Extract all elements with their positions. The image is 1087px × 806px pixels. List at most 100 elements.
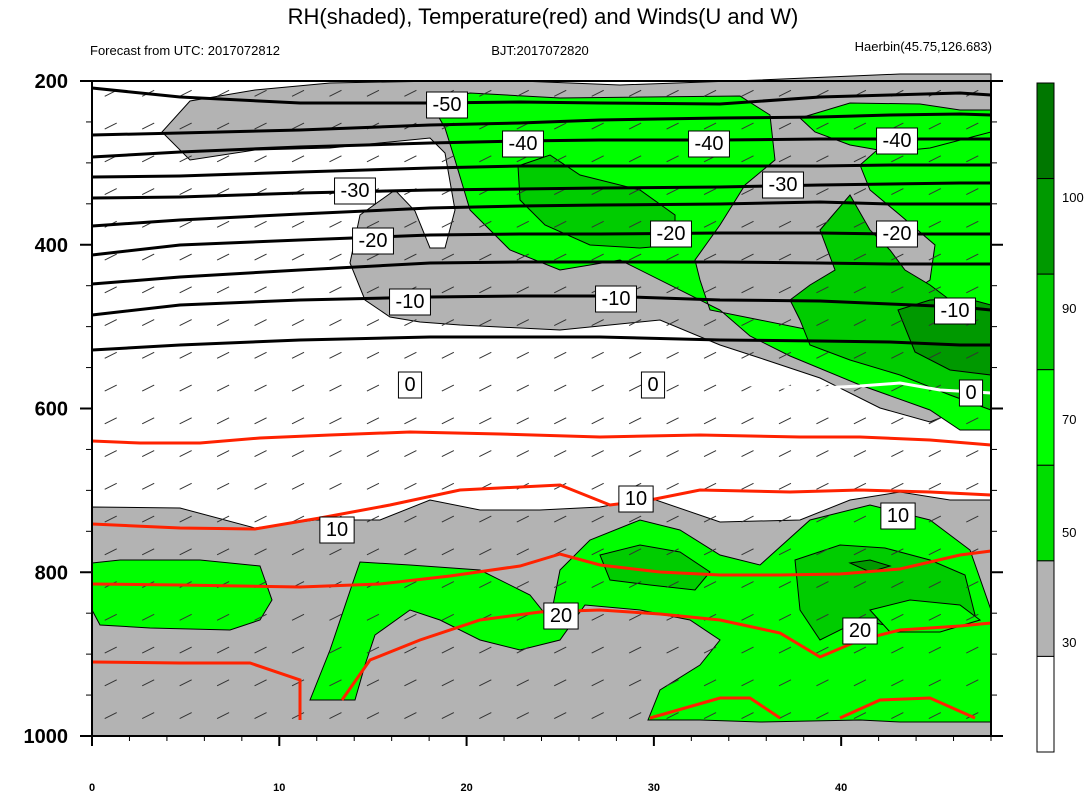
wind-barb [141,155,155,163]
wind-barb [778,450,792,457]
wind-barb [291,122,305,130]
wind-barb [291,613,305,621]
contour-label-box [319,516,355,544]
rh-dark-green-small [848,559,892,573]
wind-barb [441,712,455,719]
x-tick-label: 40 [835,782,847,794]
wind-barb [329,89,342,97]
wind-barb [591,548,604,556]
wind-barbs [104,89,979,719]
temp-contour-black-neg50 [91,86,992,106]
wind-barb [816,548,829,556]
wind-barb [366,220,380,228]
y-tick-label: 200 [35,71,68,93]
wind-barb [628,155,642,163]
wind-barb [291,482,305,490]
wind-barb [404,319,417,326]
wind-barb [928,482,942,490]
contour-label: 10 [887,505,909,527]
wind-barb [441,450,455,457]
temperature-contours [91,86,992,720]
wind-barb [254,450,267,457]
wind-barb [853,548,867,556]
wind-barb [404,450,417,457]
y-tick-label: 600 [35,399,68,421]
wind-barb [816,712,829,719]
wind-barb [591,679,604,687]
wind-barb [928,613,942,621]
wind-barb [778,482,792,490]
wind-barb [141,286,155,294]
wind-barb [778,548,792,556]
wind-barb [291,548,305,556]
contour-label: 0 [647,374,658,396]
wind-barb [441,581,455,588]
wind-barb [366,450,380,457]
wind-barb [966,613,979,621]
wind-barb [254,122,267,130]
wind-barb [853,220,867,228]
contour-label-box [426,91,468,119]
wind-barb [554,679,567,687]
wind-barb [666,712,679,719]
wind-barb [741,450,754,457]
wind-barb [329,286,342,294]
wind-barb [516,89,529,97]
wind-barb [778,613,792,621]
contour-label: -30 [769,174,798,196]
contour-label-box [876,220,918,248]
wind-barb [628,253,642,261]
wind-barb [778,646,792,654]
contour-label-box [688,130,730,158]
colorbar-segment [1036,369,1055,466]
wind-barb [329,253,342,261]
contour-label-box [762,171,804,199]
wind-barb [479,155,492,163]
wind-barb [404,417,417,425]
wind-barb [554,89,567,97]
contour-label: 10 [326,519,348,541]
y-tick-label: 800 [35,562,68,584]
wind-barb [891,548,904,556]
contour-label-box [958,379,984,407]
wind-barb [816,417,829,425]
wind-barb [703,581,717,588]
wind-barb [778,89,792,97]
wind-barb [104,515,117,523]
wind-barb [141,384,155,392]
contour-label-box [650,220,692,248]
wind-barb [666,188,679,195]
wind-barb [291,384,305,392]
wind-barb [966,450,979,457]
wind-barb [703,548,717,556]
wind-barb [479,253,492,261]
wind-barb [179,646,192,654]
wind-barb [853,122,867,130]
wind-barb [591,253,604,261]
wind-barb [329,319,342,326]
wind-barb [554,351,567,359]
wind-barb [741,613,754,621]
wind-barb [666,581,679,588]
wind-barb [479,679,492,687]
wind-barb [366,155,380,163]
wind-barb [179,613,192,621]
wind-barb [291,89,305,97]
wind-barb [816,613,829,621]
wind-barb [254,482,267,490]
wind-barb [479,712,492,719]
wind-barb [216,319,230,326]
y-tick-label: 400 [35,235,68,257]
wind-barb [254,646,267,654]
wind-barb [254,515,267,523]
wind-barb [741,89,754,97]
wind-barb [628,581,642,588]
colorbar-segment [1036,560,1055,657]
wind-barb [741,220,754,228]
wind-barb [141,450,155,457]
wind-barb [141,417,155,425]
contour-label: -10 [941,300,970,322]
wind-barb [254,351,267,359]
wind-barb [216,679,230,687]
